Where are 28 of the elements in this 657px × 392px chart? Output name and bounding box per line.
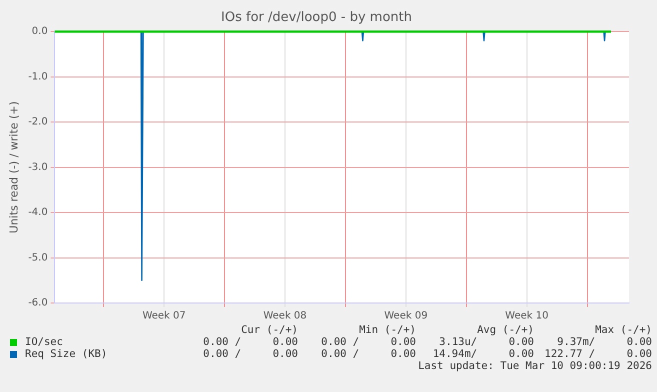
text: 122.77 / 0.00: [544, 348, 652, 360]
text: Min (-/+): [358, 324, 416, 336]
y-tick-label: -2.0: [28, 116, 48, 128]
text: Max (-/+): [594, 324, 652, 336]
y-tick-label: -4.0: [28, 207, 48, 218]
text: Last update: Tue Mar 10 09:00:19 2026: [417, 360, 652, 372]
text: 0.00 / 0.00: [202, 336, 298, 348]
y-tick-label: 0.0: [32, 26, 48, 38]
text: Cur (-/+): [240, 324, 298, 336]
x-tick-label: Week 10: [505, 310, 548, 322]
x-tick-label: Week 07: [142, 310, 186, 322]
text: Avg (-/+): [476, 324, 534, 336]
y-tick-label: -3.0: [28, 162, 48, 173]
x-tick-label: Week 08: [263, 310, 307, 322]
y-tick-label: -6.0: [28, 298, 48, 309]
y-tick-label: -1.0: [28, 71, 48, 82]
legend-label: IO/sec: [25, 336, 63, 348]
text: 0.00 / 0.00: [202, 348, 298, 360]
text: 9.37m/ 0.00: [556, 336, 652, 348]
y-axis-title: Units read (-) / write (+): [7, 101, 20, 234]
text: 3.13u/ 0.00: [438, 336, 534, 348]
chart-title: IOs for /dev/loop0 - by month: [221, 10, 412, 26]
text: 0.00 / 0.00: [320, 348, 416, 360]
text: 14.94m/ 0.00: [432, 348, 534, 360]
text: 0.00 / 0.00: [320, 336, 416, 348]
legend-label: Req Size (KB): [25, 348, 108, 360]
x-tick-label: Week 09: [384, 310, 428, 322]
y-tick-label: -5.0: [28, 252, 48, 264]
